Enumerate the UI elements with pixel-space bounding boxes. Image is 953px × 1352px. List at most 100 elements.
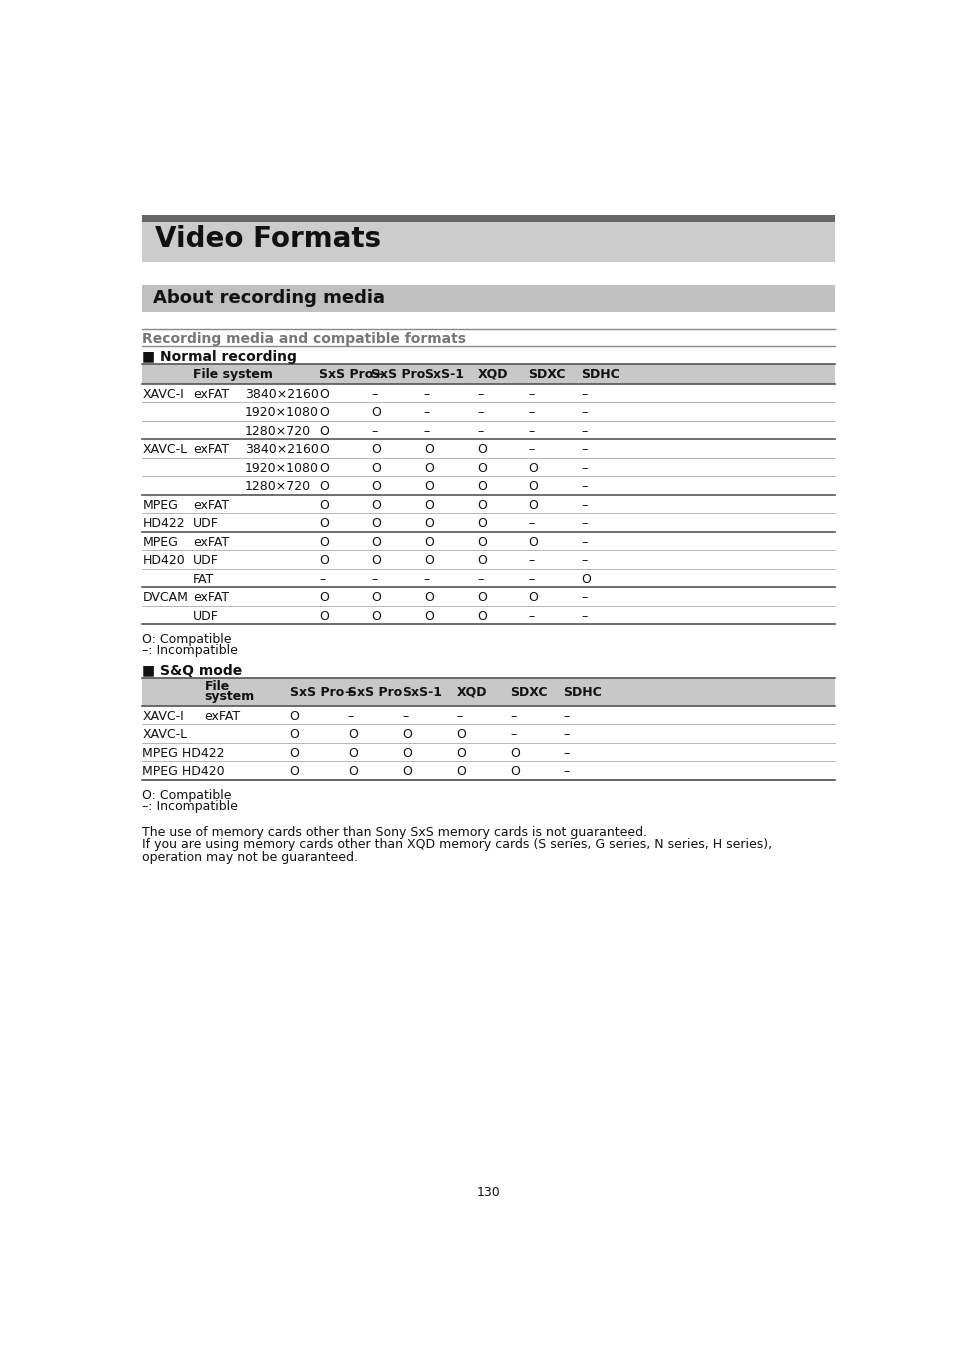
Text: O: O (319, 554, 329, 568)
Text: 1920×1080: 1920×1080 (245, 407, 318, 419)
Text: –: – (510, 729, 517, 741)
Text: –: – (528, 425, 534, 438)
Text: O: O (423, 610, 434, 623)
Text: O: O (371, 610, 380, 623)
Text: O: O (319, 480, 329, 493)
Text: The use of memory cards other than Sony SxS memory cards is not guaranteed.: The use of memory cards other than Sony … (142, 826, 647, 840)
Text: –: – (580, 388, 587, 400)
Text: –: – (423, 573, 430, 585)
Text: O: O (528, 591, 537, 604)
Text: SDHC: SDHC (580, 368, 619, 381)
Text: exFAT: exFAT (193, 499, 229, 511)
Text: –: – (580, 518, 587, 530)
Text: O: Compatible: O: Compatible (142, 634, 232, 646)
Text: –: – (528, 573, 534, 585)
Text: UDF: UDF (193, 518, 218, 530)
Text: –: – (580, 407, 587, 419)
Text: If you are using memory cards other than XQD memory cards (S series, G series, N: If you are using memory cards other than… (142, 838, 772, 852)
Text: MPEG HD420: MPEG HD420 (142, 765, 225, 779)
Text: O: O (348, 765, 357, 779)
Text: SDXC: SDXC (510, 685, 548, 699)
Text: O: O (319, 443, 329, 456)
Text: HD420: HD420 (142, 554, 185, 568)
Text: –: – (580, 554, 587, 568)
Text: –: Incompatible: –: Incompatible (142, 645, 238, 657)
Text: MPEG: MPEG (142, 535, 178, 549)
Text: –: – (562, 729, 569, 741)
Text: File system: File system (193, 368, 273, 381)
Text: –: – (371, 425, 377, 438)
Text: –: – (371, 573, 377, 585)
Text: MPEG: MPEG (142, 499, 178, 511)
Text: O: O (528, 462, 537, 475)
Text: O: O (423, 462, 434, 475)
Text: –: – (580, 591, 587, 604)
Text: File: File (204, 680, 230, 694)
Text: O: O (476, 462, 487, 475)
Text: O: O (423, 535, 434, 549)
Bar (142, 215, 835, 222)
Text: Video Formats: Video Formats (154, 226, 380, 253)
Text: –: – (580, 499, 587, 511)
Text: O: O (371, 407, 380, 419)
Text: O: O (423, 591, 434, 604)
Text: O: O (476, 535, 487, 549)
Text: –: – (562, 746, 569, 760)
Text: O: O (528, 499, 537, 511)
Text: ■ S&Q mode: ■ S&Q mode (142, 664, 242, 679)
Text: O: O (456, 729, 466, 741)
Text: –: – (476, 407, 483, 419)
Text: DVCAM: DVCAM (142, 591, 188, 604)
Text: –: – (319, 573, 325, 585)
Text: MPEG HD422: MPEG HD422 (142, 746, 225, 760)
Bar (142, 285, 835, 311)
Text: –: – (371, 388, 377, 400)
Text: O: O (476, 610, 487, 623)
Text: SxS Pro: SxS Pro (371, 368, 425, 381)
Text: O: O (319, 518, 329, 530)
Text: exFAT: exFAT (193, 535, 229, 549)
Text: XAVC-I: XAVC-I (142, 710, 184, 723)
Text: operation may not be guaranteed.: operation may not be guaranteed. (142, 850, 358, 864)
Text: SxS-1: SxS-1 (402, 685, 441, 699)
Text: exFAT: exFAT (193, 388, 229, 400)
Text: –: – (580, 535, 587, 549)
Text: O: O (476, 518, 487, 530)
Text: O: O (290, 710, 299, 723)
Text: SDXC: SDXC (528, 368, 565, 381)
Text: O: O (319, 499, 329, 511)
Text: 1280×720: 1280×720 (245, 480, 311, 493)
Text: O: O (371, 554, 380, 568)
Text: O: O (290, 729, 299, 741)
Bar (142, 364, 835, 384)
Text: FAT: FAT (193, 573, 213, 585)
Text: O: O (510, 746, 520, 760)
Text: O: O (319, 462, 329, 475)
Text: About recording media: About recording media (153, 288, 385, 307)
Text: –: – (510, 710, 517, 723)
Text: –: – (476, 425, 483, 438)
Text: –: – (423, 388, 430, 400)
Text: 1920×1080: 1920×1080 (245, 462, 318, 475)
Bar (142, 679, 835, 706)
Text: O: O (456, 765, 466, 779)
Text: O: O (423, 443, 434, 456)
Text: O: O (423, 499, 434, 511)
Text: O: O (371, 462, 380, 475)
Text: 3840×2160: 3840×2160 (245, 443, 318, 456)
Text: O: O (528, 535, 537, 549)
Text: SxS Pro+: SxS Pro+ (319, 368, 384, 381)
Text: –: – (423, 425, 430, 438)
Text: O: O (348, 729, 357, 741)
Text: O: O (319, 610, 329, 623)
Text: O: O (423, 518, 434, 530)
Text: 3840×2160: 3840×2160 (245, 388, 318, 400)
Text: ■ Normal recording: ■ Normal recording (142, 350, 297, 364)
Text: SDHC: SDHC (562, 685, 601, 699)
Text: XAVC-L: XAVC-L (142, 729, 188, 741)
Text: –: – (528, 443, 534, 456)
Text: O: O (476, 480, 487, 493)
Text: 130: 130 (476, 1186, 500, 1199)
Text: UDF: UDF (193, 554, 218, 568)
Text: –: – (423, 407, 430, 419)
